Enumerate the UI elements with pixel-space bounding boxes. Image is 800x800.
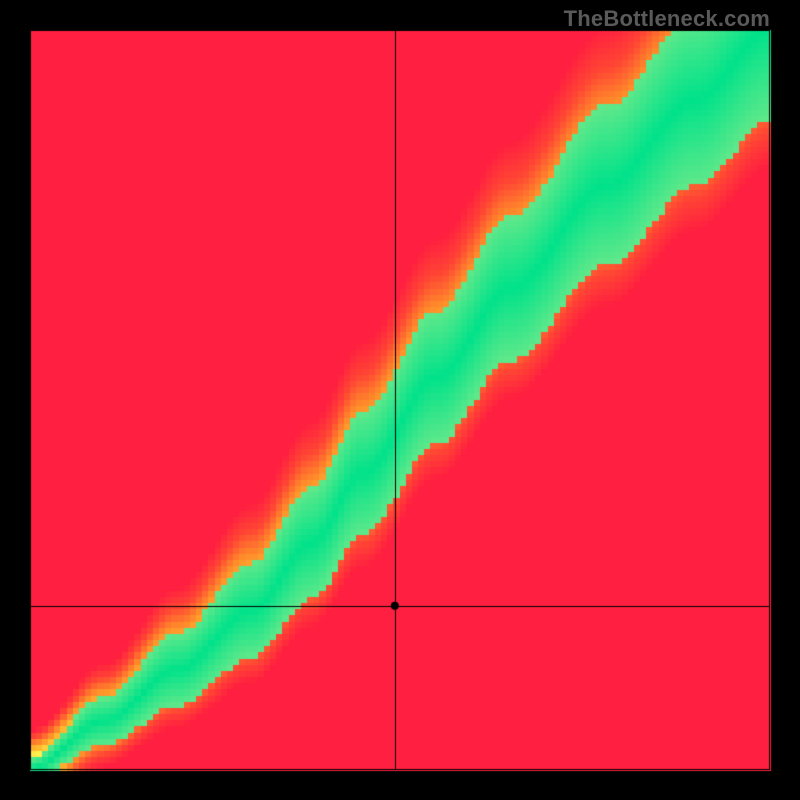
bottleneck-heatmap — [0, 0, 800, 800]
chart-frame: { "watermark": { "text": "TheBottleneck.… — [0, 0, 800, 800]
watermark-text: TheBottleneck.com — [564, 6, 770, 32]
